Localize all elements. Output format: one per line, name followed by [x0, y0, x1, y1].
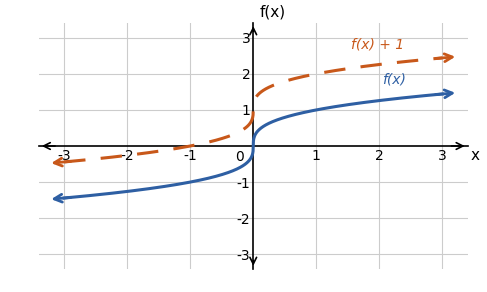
Text: f(x): f(x): [382, 72, 406, 86]
Text: f(x) + 1: f(x) + 1: [351, 37, 404, 51]
Text: 0: 0: [235, 150, 244, 164]
Text: f(x): f(x): [260, 5, 286, 20]
Text: x: x: [470, 147, 480, 163]
